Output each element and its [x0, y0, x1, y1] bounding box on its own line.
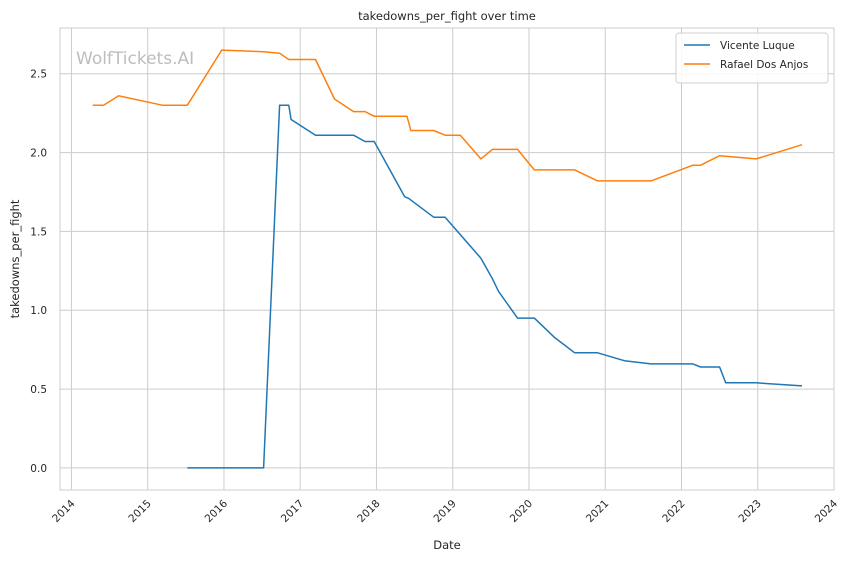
- x-tick-label: 2014: [50, 497, 78, 525]
- legend: Vicente Luque Rafael Dos Anjos: [675, 32, 829, 84]
- x-tick-labels: 2014 2015 2016 2017 2018 2019 2020 2021 2022 2023…: [50, 497, 840, 525]
- x-tick-label: 2020: [508, 498, 535, 525]
- chart-title: takedowns_per_fight over time: [358, 9, 536, 23]
- x-axis-label: Date: [433, 538, 461, 552]
- watermark: WolfTickets.AI: [76, 49, 194, 69]
- series-layer: [92, 49, 803, 469]
- series-line-2: [92, 49, 803, 182]
- plot-frame: [59, 27, 835, 491]
- y-tick-label: 1.0: [30, 305, 47, 317]
- x-tick-label: 2021: [584, 498, 611, 525]
- x-tick-label: 2018: [355, 498, 382, 525]
- legend-box: [675, 32, 829, 84]
- series-line-1: [187, 104, 803, 469]
- y-tick-labels: 0.0 0.5 1.0 1.5 2.0 2.5: [30, 69, 47, 475]
- plot-area: [60, 28, 834, 490]
- y-tick-label: 0.5: [30, 384, 47, 396]
- x-tick-label: 2022: [660, 498, 687, 525]
- y-tick-label: 2.0: [30, 148, 47, 160]
- y-tick-label: 1.5: [30, 226, 47, 238]
- x-tick-label: 2023: [736, 498, 763, 525]
- y-tick-label: 2.5: [30, 69, 47, 81]
- x-tick-label: 2019: [431, 498, 458, 525]
- legend-label: Vicente Luque: [720, 40, 795, 52]
- y-axis-label: takedowns_per_fight: [8, 199, 22, 318]
- x-tick-label: 2015: [126, 498, 153, 525]
- legend-label: Rafael Dos Anjos: [720, 59, 808, 71]
- x-tick-label: 2024: [813, 497, 841, 525]
- x-tick-label: 2016: [203, 497, 231, 525]
- y-tick-label: 0.0: [30, 463, 47, 475]
- x-tick-label: 2017: [279, 498, 306, 525]
